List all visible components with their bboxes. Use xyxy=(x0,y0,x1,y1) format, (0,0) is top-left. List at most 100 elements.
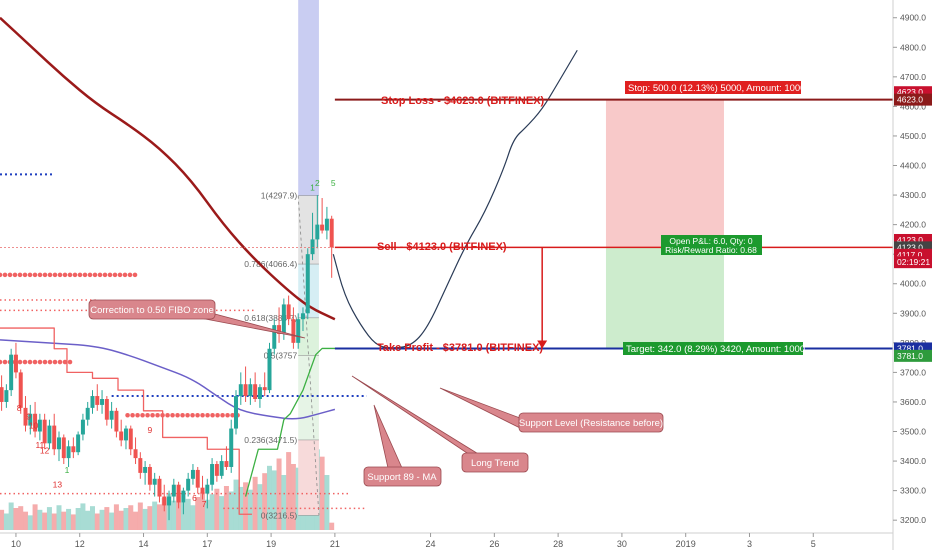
x-tick-label: 14 xyxy=(139,539,149,549)
td-label: 1 xyxy=(65,465,70,475)
volume-bar xyxy=(243,482,249,530)
volume-bar xyxy=(113,504,119,530)
volume-bar xyxy=(319,456,325,530)
td-label: 5 xyxy=(331,178,336,188)
callout-ma[interactable]: Support 89 - MA xyxy=(363,404,442,487)
candle xyxy=(57,431,62,462)
candle xyxy=(205,478,210,509)
stop-box-text: Stop: 500.0 (12.13%) 5000, Amount: 1000 xyxy=(628,83,805,94)
candle xyxy=(171,478,176,503)
volume-bar xyxy=(200,492,206,530)
fibo-zone xyxy=(298,439,319,516)
dot-band-point xyxy=(2,272,8,278)
sell-label: Sell - $4123.0 (BITFINEX) xyxy=(377,241,507,253)
td-label: 9 xyxy=(26,412,31,422)
y-tick-label: 3700.0 xyxy=(900,367,926,377)
candle-body xyxy=(143,466,148,473)
candle xyxy=(300,307,305,332)
price-label-text: 3781.0 xyxy=(897,343,923,353)
y-tick-label: 4500.0 xyxy=(900,131,926,141)
candle-body xyxy=(123,428,128,441)
x-tick-label: 17 xyxy=(202,539,212,549)
price-label-text: 4123.0 xyxy=(897,242,923,252)
candle-body xyxy=(181,490,186,503)
fibo-level-label: 1(4297.9) xyxy=(261,191,298,201)
td-label: 2 xyxy=(315,178,320,188)
indicator-lines xyxy=(0,16,578,515)
candle-body xyxy=(219,461,224,476)
candle-body xyxy=(18,372,23,408)
callout-support[interactable]: Support Level (Resistance before) xyxy=(439,387,664,433)
candle xyxy=(324,206,329,240)
candle xyxy=(200,475,205,500)
volume-bar xyxy=(3,513,9,530)
stop-zone xyxy=(605,99,724,248)
fibonacci-layer: 1(4297.9) 0.786(4066.4) 0.618(3884.7) 0.5(3… xyxy=(244,0,320,520)
candle-body xyxy=(100,399,105,405)
volume-bar xyxy=(99,509,105,530)
volume-bar xyxy=(42,512,48,530)
dot-band-point xyxy=(52,272,58,278)
candle xyxy=(224,446,229,470)
dot-band-point xyxy=(150,412,155,418)
dot-band-point xyxy=(112,272,118,278)
y-tick-label: 3300.0 xyxy=(900,486,926,496)
candle-body xyxy=(0,387,4,402)
volume-bar xyxy=(152,501,158,530)
open-pnl-text: Open P&L: 6.0, Qty: 0 xyxy=(669,236,752,246)
candle xyxy=(257,384,262,408)
x-tick-label: 10 xyxy=(11,539,21,549)
dot-band-point xyxy=(92,272,98,278)
stop-box[interactable]: Stop: 500.0 (12.13%) 5000, Amount: 1000 xyxy=(625,81,805,94)
candle xyxy=(123,425,128,450)
candle xyxy=(28,404,33,435)
y-tick-label: 3200.0 xyxy=(900,515,926,525)
volume-bar xyxy=(137,502,143,530)
candle xyxy=(315,195,320,249)
callout-trend-box xyxy=(461,452,529,473)
target-box-text: Target: 342.0 (8.29%) 3420, Amount: 1000 xyxy=(626,344,805,355)
target-box[interactable]: Target: 342.0 (8.29%) 3420, Amount: 1000 xyxy=(623,342,805,355)
volume-bar xyxy=(23,511,29,530)
candle xyxy=(186,472,191,497)
candle-body xyxy=(248,384,253,397)
dot-band-point xyxy=(220,412,225,418)
x-tick-label: 12 xyxy=(75,539,85,549)
open-pnl-box[interactable]: Open P&L: 6.0, Qty: 0 Risk/Reward Ratio:… xyxy=(661,235,762,255)
y-tick-label: 4300.0 xyxy=(900,190,926,200)
candle-body xyxy=(224,461,229,467)
volume-bar xyxy=(233,479,239,530)
volume-bar xyxy=(109,512,115,530)
candle xyxy=(167,490,172,521)
candle xyxy=(190,464,195,485)
volume-bar xyxy=(89,506,95,530)
candle-body xyxy=(272,325,277,349)
candle-body xyxy=(37,419,42,432)
dot-band-point xyxy=(37,272,43,278)
candle-body xyxy=(109,410,114,420)
candle xyxy=(234,390,239,435)
callout-trend[interactable]: Long Trend xyxy=(351,375,529,473)
dot-band-point xyxy=(200,412,205,418)
dot-band-point xyxy=(140,412,145,418)
dot-band-point xyxy=(2,359,8,365)
volume-bar xyxy=(104,507,110,530)
y-tick-label: 4800.0 xyxy=(900,42,926,52)
target-zone xyxy=(605,247,724,349)
volume-bar xyxy=(219,496,225,530)
candle xyxy=(23,396,28,432)
candle xyxy=(76,431,81,456)
candle-body xyxy=(9,354,14,391)
volume-bar xyxy=(85,510,91,530)
dot-band-point xyxy=(205,412,210,418)
callout-fibo-text: Correction to 0.50 FIBO zone xyxy=(90,305,214,316)
dot-band-point xyxy=(52,359,58,365)
volume-bar xyxy=(156,504,162,530)
td-label: 11 xyxy=(35,440,44,450)
volume-bar xyxy=(133,511,139,530)
candle-body xyxy=(300,313,305,320)
callout-fibo[interactable]: Correction to 0.50 FIBO zone xyxy=(88,299,306,339)
candle-body xyxy=(286,304,291,320)
candle xyxy=(71,437,76,459)
